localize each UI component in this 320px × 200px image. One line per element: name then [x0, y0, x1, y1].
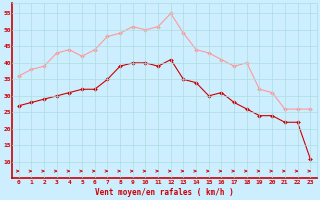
X-axis label: Vent moyen/en rafales ( km/h ): Vent moyen/en rafales ( km/h ) [95, 188, 234, 197]
